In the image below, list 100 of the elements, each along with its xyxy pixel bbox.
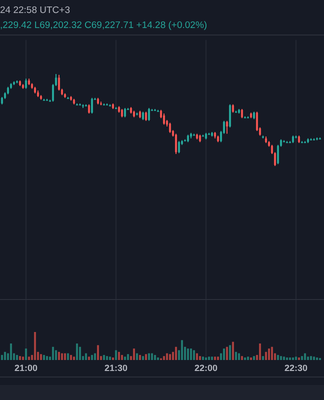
bar <box>226 346 228 360</box>
candlestick <box>25 78 27 90</box>
bar <box>67 353 69 360</box>
bar <box>127 354 129 360</box>
bar <box>181 340 183 360</box>
bar <box>277 354 279 360</box>
bar <box>193 350 195 360</box>
bar <box>259 343 261 360</box>
bar <box>4 352 6 360</box>
bar <box>64 353 66 360</box>
bar <box>115 350 117 360</box>
bar <box>148 353 150 360</box>
bar <box>46 356 48 360</box>
bar <box>187 348 189 360</box>
bar <box>202 356 204 360</box>
bar <box>58 352 60 360</box>
bar <box>121 354 123 360</box>
bar <box>52 346 54 360</box>
candlestick <box>241 108 243 119</box>
candlestick <box>175 133 177 155</box>
candlestick <box>229 104 231 128</box>
bar <box>313 356 315 360</box>
bar <box>238 353 240 360</box>
bar <box>16 354 18 360</box>
bar <box>307 356 309 360</box>
x-tick-label: 22:00 <box>194 363 218 373</box>
bar <box>118 352 120 360</box>
bar <box>40 354 42 360</box>
candlestick <box>145 111 147 122</box>
bar <box>229 345 231 360</box>
bar <box>19 356 21 360</box>
chart-title: 24 22:58 UTC+3 <box>0 5 70 16</box>
bar <box>304 353 306 360</box>
bar <box>244 357 246 360</box>
bar <box>25 348 27 360</box>
candlestick <box>169 122 171 134</box>
bar <box>199 356 201 360</box>
candlestick <box>163 113 165 126</box>
bar <box>109 356 111 360</box>
candlestick <box>256 111 258 132</box>
candlestick <box>124 108 126 118</box>
bar <box>169 354 171 360</box>
bar <box>112 357 114 360</box>
bar <box>91 354 93 360</box>
bar <box>145 354 147 360</box>
bar <box>61 353 63 360</box>
bar <box>10 343 12 360</box>
bar <box>55 350 57 360</box>
bar <box>139 354 141 360</box>
candlestick <box>148 108 150 122</box>
bar <box>103 354 105 360</box>
bar <box>1 354 3 360</box>
bar <box>217 356 219 360</box>
bar <box>265 352 267 360</box>
bar <box>136 353 138 360</box>
chart-subtitle: ,229.42 L69,202.32 C69,227.71 +14.28 (+0.02%) <box>0 20 208 31</box>
bar <box>268 348 270 360</box>
bar <box>271 346 273 360</box>
bar <box>247 356 249 360</box>
bar <box>76 343 78 360</box>
bar <box>316 357 318 360</box>
bar <box>142 356 144 360</box>
bar <box>151 353 153 360</box>
bar <box>34 332 36 360</box>
bar <box>241 356 243 360</box>
bar <box>163 356 165 360</box>
bar <box>295 356 297 360</box>
bar <box>208 356 210 360</box>
candlestick <box>178 140 180 154</box>
bar <box>28 356 30 360</box>
bar <box>157 357 159 360</box>
bar <box>106 356 108 360</box>
bar <box>298 357 300 360</box>
bar <box>289 357 291 360</box>
bar <box>22 356 24 360</box>
bar <box>301 356 303 360</box>
bar <box>88 356 90 360</box>
x-tick-label: 22:30 <box>284 363 308 373</box>
bar <box>166 353 168 360</box>
x-tick-label: 21:30 <box>104 363 128 373</box>
bar <box>94 353 96 360</box>
candlestick <box>91 97 93 114</box>
bar <box>253 356 255 360</box>
bar <box>310 356 312 360</box>
bar <box>211 356 213 360</box>
bar <box>196 353 198 360</box>
bar <box>214 356 216 360</box>
bar <box>124 356 126 360</box>
bar <box>232 342 234 360</box>
bar <box>79 346 81 360</box>
candlestick <box>58 74 60 92</box>
bar <box>154 354 156 360</box>
x-tick-label: 21:00 <box>14 363 38 373</box>
bar <box>43 354 45 360</box>
bar <box>73 356 75 360</box>
bar <box>85 353 87 360</box>
bar <box>97 345 99 360</box>
bar <box>283 356 285 360</box>
bar <box>286 357 288 360</box>
bar <box>235 352 237 360</box>
